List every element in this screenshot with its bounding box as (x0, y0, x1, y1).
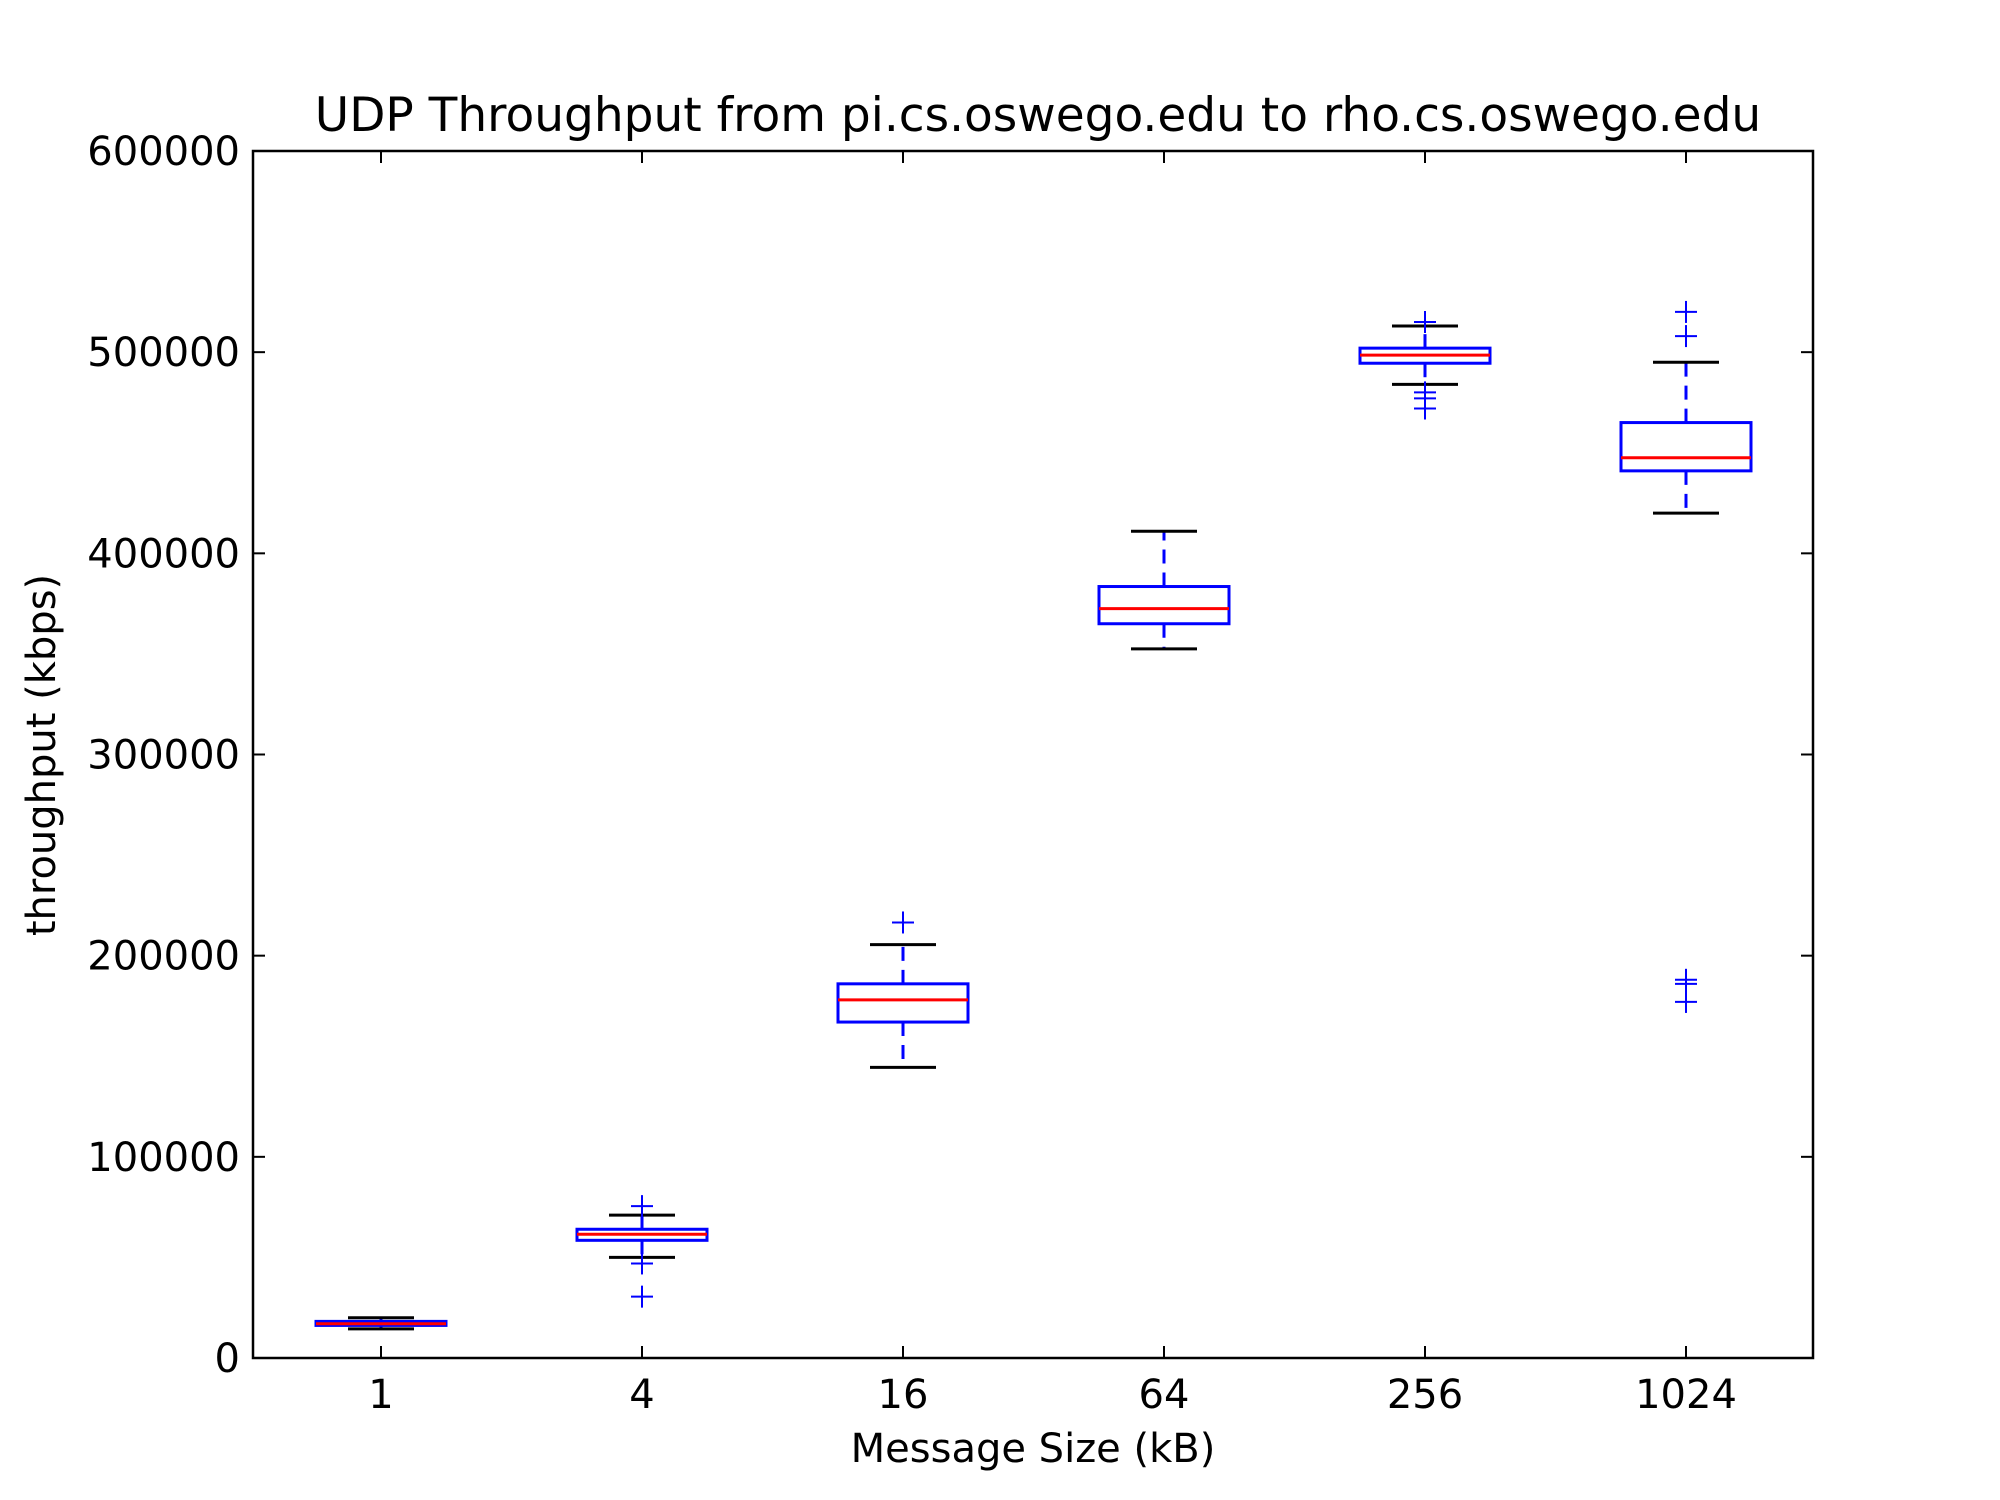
chart-title: UDP Throughput from pi.cs.oswego.edu to … (315, 88, 1761, 143)
flier-point (892, 911, 914, 934)
box-1024 (1619, 300, 1753, 1013)
y-tick-label: 0 (215, 1336, 240, 1382)
flier-point (1675, 300, 1697, 323)
y-axis-label: throughput (kbps) (19, 574, 65, 936)
iqr-box (1097, 585, 1231, 626)
y-tick-label: 400000 (87, 531, 240, 577)
flier-point (631, 1285, 653, 1308)
box-series (314, 300, 1753, 1331)
x-tick-label: 64 (1139, 1372, 1190, 1418)
y-tick-label: 100000 (87, 1135, 240, 1181)
flier-point (1414, 397, 1436, 420)
x-axis-ticks: 1 4 16 64 256 1024 (368, 151, 1737, 1418)
flier-point (631, 1252, 653, 1275)
x-tick-label: 1 (368, 1372, 393, 1418)
y-axis-ticks: 0 100000 200000 300000 400000 500000 600000 (87, 129, 1813, 1382)
y-tick-label: 600000 (87, 129, 240, 175)
iqr-box (836, 982, 970, 1024)
plot-frame (251, 149, 1815, 1360)
iqr-box (1619, 421, 1753, 473)
flier-point (1414, 310, 1436, 333)
box-256 (1358, 310, 1492, 420)
x-tick-label: 4 (629, 1372, 654, 1418)
box-64 (1097, 529, 1231, 651)
x-axis-label: Message Size (kB) (851, 1426, 1216, 1472)
box-1 (314, 1316, 448, 1331)
y-tick-label: 200000 (87, 934, 240, 980)
y-tick-label: 300000 (87, 733, 240, 779)
flier-point (1675, 325, 1697, 348)
x-tick-label: 1024 (1635, 1372, 1737, 1418)
flier-point (1675, 990, 1697, 1013)
x-tick-label: 16 (878, 1372, 929, 1418)
box-4 (575, 1195, 709, 1308)
box-16 (836, 911, 970, 1069)
x-tick-label: 256 (1387, 1372, 1463, 1418)
flier-point (631, 1195, 653, 1218)
y-tick-label: 500000 (87, 330, 240, 376)
